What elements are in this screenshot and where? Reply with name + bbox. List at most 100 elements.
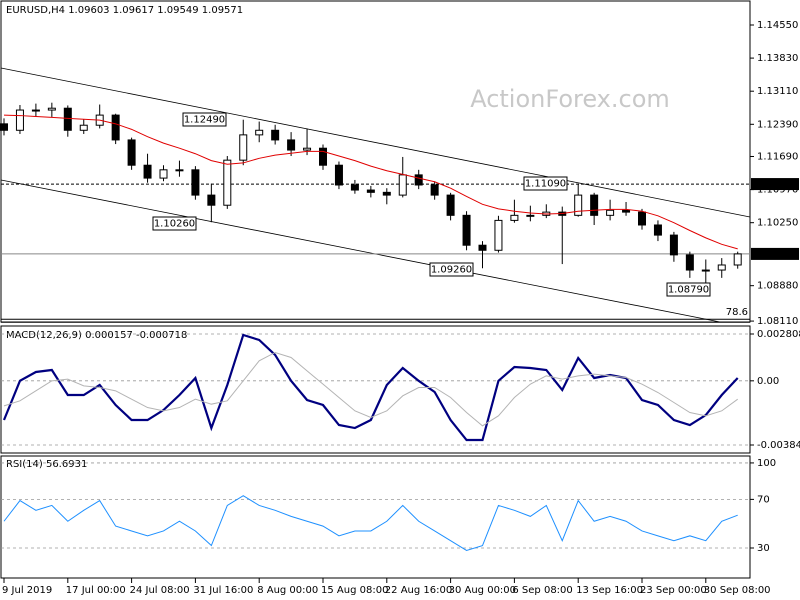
candle-body xyxy=(574,194,583,216)
y-tick-label: 1.10970 xyxy=(757,185,798,196)
x-tick-label: 6 Sep 08:00 xyxy=(512,585,572,596)
channel-upper xyxy=(0,67,751,218)
candle-body xyxy=(685,254,694,271)
candle-body xyxy=(510,214,519,221)
fib-label: 78.6 xyxy=(726,307,748,318)
annotation-box xyxy=(429,262,474,277)
candle-body xyxy=(255,129,264,136)
x-tick-label: 24 Jul 08:00 xyxy=(130,585,190,596)
candle-body xyxy=(0,123,8,131)
candle-body xyxy=(590,194,599,216)
level-label-box xyxy=(751,178,799,191)
y-tick-label: 1.08110 xyxy=(757,316,798,327)
candle-body xyxy=(446,194,455,216)
annotation: 1.09260 xyxy=(431,265,472,276)
annotation: 1.11090 xyxy=(525,179,566,190)
candle-body xyxy=(382,191,391,196)
candle-body xyxy=(398,174,407,196)
x-tick-label: 23 Sep 00:00 xyxy=(640,585,707,596)
annotation: 1.08790 xyxy=(668,285,709,296)
candle-body xyxy=(669,234,678,256)
x-tick-label: 22 Aug 16:00 xyxy=(385,585,452,596)
candle-body xyxy=(31,109,40,112)
candle-body xyxy=(287,139,296,151)
x-tick-label: 15 Aug 08:00 xyxy=(321,585,388,596)
candle-body xyxy=(478,244,487,251)
candle-body xyxy=(63,107,72,131)
candle-body xyxy=(15,109,24,131)
x-tick-label: 9 Jul 2019 xyxy=(2,585,52,596)
candle-body xyxy=(303,147,312,151)
y-tick-label: 70 xyxy=(757,494,770,505)
price-title: EURUSD,H4 1.09603 1.09617 1.09549 1.0957… xyxy=(6,5,243,16)
annotation: 1.10260 xyxy=(154,219,195,230)
candle-body xyxy=(223,159,232,206)
candle-body xyxy=(127,139,136,166)
y-tick-label: 1.11690 xyxy=(757,151,798,162)
candle-body xyxy=(494,219,503,251)
series-line xyxy=(2,333,739,442)
candle-body xyxy=(191,169,200,196)
x-tick-label: 8 Aug 00:00 xyxy=(257,585,318,596)
candle-body xyxy=(430,184,439,196)
x-tick-label: 17 Jul 00:00 xyxy=(66,585,126,596)
candle-body xyxy=(733,253,742,266)
candle-body xyxy=(366,189,375,193)
rsi-pane xyxy=(0,455,751,579)
level-label: 1.11090 xyxy=(757,179,798,190)
level-label: 1.09571 xyxy=(757,249,798,260)
rsi-title: RSI(14) 56.6931 xyxy=(6,459,87,470)
y-tick-label: -0.003848 xyxy=(757,440,800,451)
x-tick-label: 13 Sep 16:00 xyxy=(576,585,643,596)
moving-average xyxy=(3,114,738,250)
candle-body xyxy=(319,147,327,166)
y-tick-label: 1.13110 xyxy=(757,86,798,97)
y-tick-label: 0.002808 xyxy=(757,329,800,340)
candle-body xyxy=(111,114,120,141)
candle-body xyxy=(334,164,343,186)
annotation-box xyxy=(666,282,711,297)
candle-body xyxy=(271,129,280,141)
y-tick-label: 100 xyxy=(757,458,776,469)
y-tick-label: 1.13830 xyxy=(757,53,798,64)
candle-body xyxy=(207,194,216,206)
candle-body xyxy=(414,174,423,186)
candle-body xyxy=(159,169,168,179)
x-tick-label: 30 Aug 00:00 xyxy=(449,585,516,596)
candle-body xyxy=(79,124,88,131)
candle-body xyxy=(606,209,615,216)
x-tick-label: 31 Jul 16:00 xyxy=(193,585,253,596)
y-tick-label: 1.08880 xyxy=(757,281,798,292)
annotation-box xyxy=(152,216,197,231)
series-line xyxy=(3,495,738,551)
candle-body xyxy=(701,269,710,272)
candle-body xyxy=(526,214,535,217)
price-pane xyxy=(0,0,751,323)
candle-body xyxy=(622,209,631,213)
candle-body xyxy=(653,224,662,236)
level-label-box xyxy=(751,247,799,260)
y-tick-label: 30 xyxy=(757,543,770,554)
annotation-box xyxy=(523,176,568,191)
channel-lower xyxy=(0,179,721,323)
annotation-box xyxy=(182,112,227,127)
y-tick-label: 0.00 xyxy=(757,376,779,387)
watermark: ActionForex.com xyxy=(470,85,670,113)
candle-body xyxy=(462,214,471,246)
candle-body xyxy=(175,169,184,172)
candle-body xyxy=(717,264,726,271)
series-line xyxy=(3,351,738,427)
annotation: 1.12490 xyxy=(184,115,225,126)
y-tick-label: 1.14550 xyxy=(757,20,798,31)
candle-body xyxy=(350,184,359,191)
macd-pane xyxy=(0,325,751,454)
candle-body xyxy=(143,164,152,179)
candle-body xyxy=(638,211,646,226)
candle-body xyxy=(239,134,248,161)
y-tick-label: 1.10250 xyxy=(757,218,798,229)
x-tick-label: 30 Sep 08:00 xyxy=(704,585,771,596)
macd-title: MACD(12,26,9) 0.000157 -0.000718 xyxy=(6,330,187,341)
y-tick-label: 1.12390 xyxy=(757,119,798,130)
candle-body xyxy=(47,107,56,111)
